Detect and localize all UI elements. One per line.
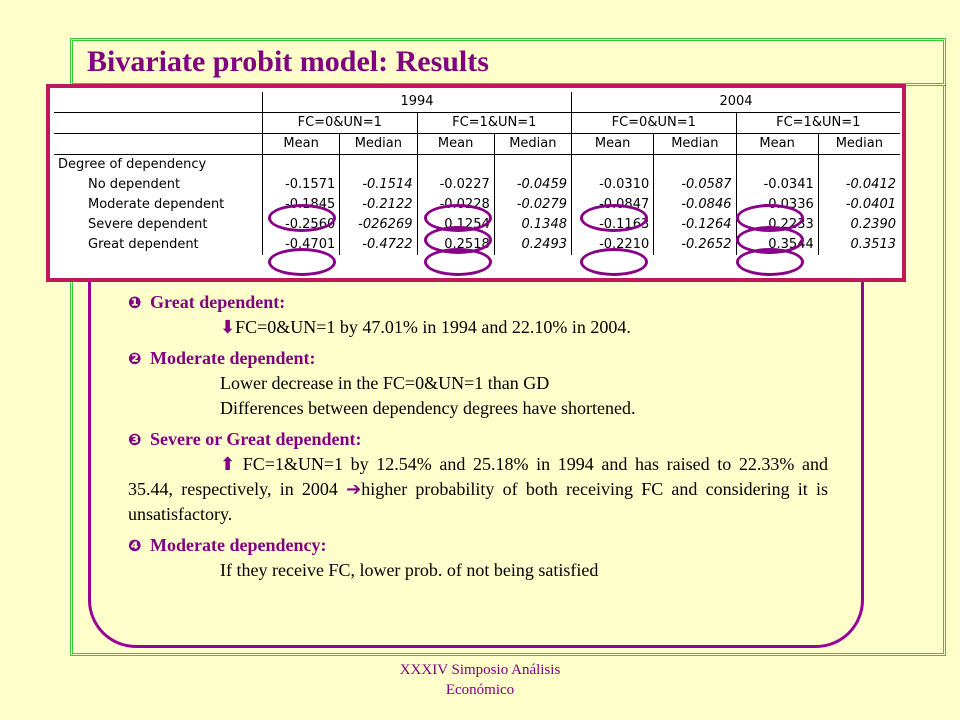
cell: -0.0228 xyxy=(416,195,495,215)
header-blank xyxy=(54,92,263,113)
footer-line: Económico xyxy=(445,682,515,698)
cell: -0.1571 xyxy=(261,175,340,195)
cell: 0.2518 xyxy=(416,235,495,255)
cell: -0.0587 xyxy=(653,175,736,195)
cell: -0.1845 xyxy=(261,195,340,215)
cell: 0.2493 xyxy=(493,235,572,255)
header-outcome: FC=1&UN=1 xyxy=(735,112,900,134)
header-year: 1994 xyxy=(262,92,572,113)
cell: -0.0401 xyxy=(817,195,900,215)
header-stat: Mean xyxy=(416,133,495,155)
header-stat: Median xyxy=(817,133,900,155)
finding-heading: Moderate dependent: xyxy=(150,348,316,368)
footer-line: XXXIV Simposio Análisis xyxy=(399,662,561,678)
header-stat: Median xyxy=(339,133,417,155)
cell: -0.2210 xyxy=(570,235,654,255)
header-stat: Median xyxy=(493,133,572,155)
header-outcome: FC=0&UN=1 xyxy=(262,112,417,134)
header-stat: Mean xyxy=(735,133,819,155)
cell: -0.0279 xyxy=(493,195,572,215)
cell: -0.1264 xyxy=(653,215,736,235)
header-stat: Median xyxy=(653,133,736,155)
finding-heading: Great dependent: xyxy=(150,292,286,312)
table-row: Severe dependent -0.2560 -026269 0.1254 … xyxy=(54,215,900,235)
finding-text: Differences between dependency degrees h… xyxy=(220,398,636,418)
finding-text: FC=0&UN=1 by 47.01% in 1994 and 22.10% i… xyxy=(235,317,631,337)
group-label: Degree of dependency xyxy=(58,157,207,172)
table-row: Moderate dependent -0.1845 -0.2122 -0.02… xyxy=(54,195,900,215)
arrow-right-icon: ➔ xyxy=(346,479,362,500)
footer: XXXIV Simposio Análisis Económico xyxy=(300,660,660,700)
row-label: Moderate dependent xyxy=(88,197,225,212)
cell: 0.3544 xyxy=(735,235,819,255)
finding-line: ⬇FC=0&UN=1 by 47.01% in 1994 and 22.10% … xyxy=(128,315,828,340)
cell: -0.0336 xyxy=(735,195,819,215)
table-group-row: Degree of dependency xyxy=(54,154,900,175)
cell: -026269 xyxy=(339,215,417,235)
table-header-years: 1994 2004 xyxy=(54,92,900,113)
finding-text: If they receive FC, lower prob. of not b… xyxy=(220,560,599,580)
cell: -0.4722 xyxy=(339,235,417,255)
table-header-stats: Mean Median Mean Median Mean Median Mean… xyxy=(54,133,900,155)
cell: 0.1254 xyxy=(416,215,495,235)
finding-item: ❹ Moderate dependency: If they receive F… xyxy=(128,533,828,583)
number-bullet: ❹ xyxy=(128,536,142,555)
row-label: Severe dependent xyxy=(88,217,208,232)
arrow-down-icon: ⬇ xyxy=(220,317,236,338)
header-stat: Mean xyxy=(570,133,654,155)
findings-list: ❶ Great dependent: ⬇FC=0&UN=1 by 47.01% … xyxy=(128,290,828,583)
finding-text: higher probability of both receiving FC … xyxy=(128,479,829,524)
table-row: No dependent -0.1571 -0.1514 -0.0227 -0.… xyxy=(54,175,900,195)
cell: 0.2390 xyxy=(817,215,900,235)
cell: -0.0412 xyxy=(817,175,900,195)
cell: -0.0310 xyxy=(570,175,654,195)
header-year: 2004 xyxy=(571,92,900,113)
finding-heading: Moderate dependency: xyxy=(150,535,327,555)
row-label: Great dependent xyxy=(88,237,199,252)
finding-heading: Severe or Great dependent: xyxy=(150,429,362,449)
finding-text: Lower decrease in the FC=0&UN=1 than GD xyxy=(220,373,550,393)
finding-text: FC=1&UN=1 by 12.54% and 25.18% in 1994 a… xyxy=(128,454,829,499)
cell: -0.2652 xyxy=(653,235,736,255)
results-table-box: 1994 2004 FC=0&UN=1 FC=1&UN=1 FC=0&UN=1 … xyxy=(46,84,906,282)
cell: -0.2560 xyxy=(261,215,340,235)
cell: -0.0227 xyxy=(416,175,495,195)
cell: -0.0459 xyxy=(493,175,572,195)
header-blank xyxy=(54,133,263,155)
cell: 0.1348 xyxy=(493,215,572,235)
cell: -0.4701 xyxy=(261,235,340,255)
table-row: Great dependent -0.4701 -0.4722 0.2518 0… xyxy=(54,235,900,255)
cell: -0.1163 xyxy=(570,215,654,235)
number-bullet: ❸ xyxy=(128,430,142,449)
cell: -0.0341 xyxy=(735,175,819,195)
header-stat: Mean xyxy=(261,133,340,155)
cell: -0.2122 xyxy=(339,195,417,215)
finding-item: ❸ Severe or Great dependent: ⬆ FC=1&UN=1… xyxy=(128,427,828,527)
cell: -0.1514 xyxy=(339,175,417,195)
cell: 0.3513 xyxy=(817,235,900,255)
finding-paragraph: ⬆ FC=1&UN=1 by 12.54% and 25.18% in 1994… xyxy=(128,452,828,527)
cell: -0.0847 xyxy=(570,195,654,215)
cell: 0.2233 xyxy=(735,215,819,235)
results-table: 1994 2004 FC=0&UN=1 FC=1&UN=1 FC=0&UN=1 … xyxy=(54,92,900,255)
arrow-up-icon: ⬆ xyxy=(220,454,236,475)
number-bullet: ❶ xyxy=(128,293,142,312)
number-bullet: ❷ xyxy=(128,349,142,368)
header-outcome: FC=1&UN=1 xyxy=(416,112,572,134)
finding-item: ❶ Great dependent: ⬇FC=0&UN=1 by 47.01% … xyxy=(128,290,828,340)
header-blank xyxy=(54,112,263,134)
table-header-outcomes: FC=0&UN=1 FC=1&UN=1 FC=0&UN=1 FC=1&UN=1 xyxy=(54,112,900,134)
finding-item: ❷ Moderate dependent: Lower decrease in … xyxy=(128,346,828,421)
slide-title: Bivariate probit model: Results xyxy=(87,45,489,78)
cell: -0.0846 xyxy=(653,195,736,215)
title-bar: Bivariate probit model: Results xyxy=(70,38,946,86)
header-outcome: FC=0&UN=1 xyxy=(571,112,736,134)
row-label: No dependent xyxy=(88,177,181,192)
